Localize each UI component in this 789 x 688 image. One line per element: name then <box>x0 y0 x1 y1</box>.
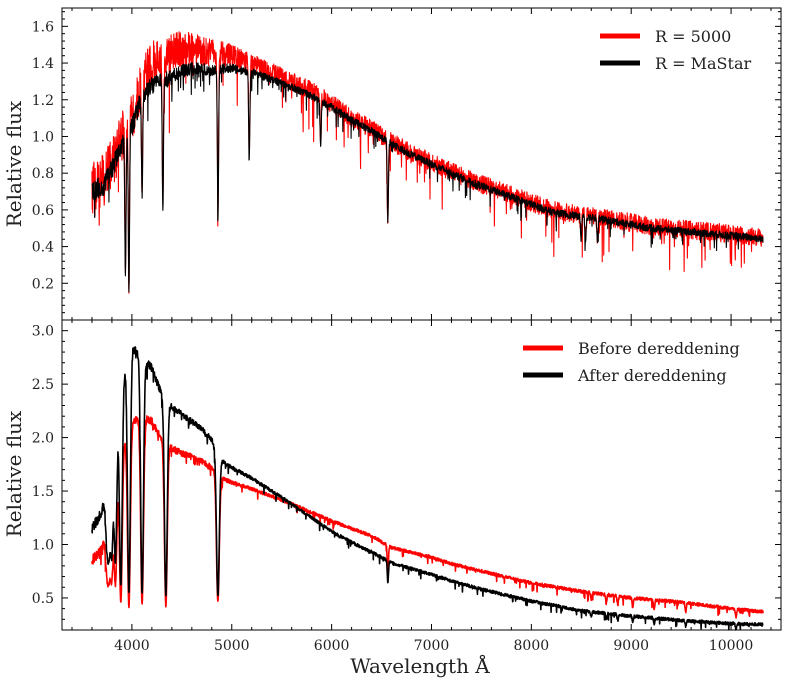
x-axis-label: Wavelength Å <box>350 653 490 678</box>
legend-label: After dereddening <box>577 366 727 385</box>
x-tick-label: 5000 <box>214 638 250 654</box>
y-tick-label: 3.0 <box>32 324 54 340</box>
y-tick-label: 0.6 <box>32 203 54 219</box>
legend: R = 5000 R = MaStar <box>600 27 751 73</box>
y-tick-label: 0.5 <box>32 591 54 607</box>
series-line-bottom-0 <box>91 415 764 619</box>
bottom-panel: 4000 5000 6000 7000 8000 9000 10000 0.5 1.0 1.5 2.… <box>32 319 782 654</box>
y-tick-label: 2.0 <box>32 431 54 447</box>
plot-frame <box>61 319 782 631</box>
legend-label: Before dereddening <box>578 339 740 358</box>
y-tick-label: 0.4 <box>32 240 54 256</box>
x-tick-label: 8000 <box>514 638 550 654</box>
y-tick-label: 1.0 <box>32 537 54 553</box>
series-line-top-1 <box>91 62 764 293</box>
series-line-top-0 <box>91 31 764 294</box>
legend: Before dereddening After dereddening <box>523 339 740 385</box>
legend-label: R = 5000 <box>655 27 731 46</box>
series-line-bottom-1 <box>91 346 764 631</box>
x-tick-label: 7000 <box>414 638 450 654</box>
y-tick-label: 1.0 <box>32 129 54 145</box>
y-tick-label: 0.2 <box>32 276 54 292</box>
y-tick-label: 2.5 <box>32 377 54 393</box>
top-ylabel: Relative flux <box>2 100 26 227</box>
x-tick-label: 10000 <box>709 638 754 654</box>
legend-label: R = MaStar <box>655 54 751 73</box>
y-tick-label: 1.5 <box>32 484 54 500</box>
x-tick-label: 4000 <box>114 638 150 654</box>
bottom-ylabel: Relative flux <box>2 410 26 537</box>
top-panel: 0.2 0.4 0.6 0.8 1.0 1.2 1.4 1.6 R = 5000 R = MaSt… <box>32 7 782 321</box>
x-tick-label: 9000 <box>613 638 649 654</box>
y-tick-label: 1.2 <box>32 93 54 109</box>
y-tick-label: 1.6 <box>32 19 54 35</box>
x-tick-label: 6000 <box>314 638 350 654</box>
y-tick-label: 1.4 <box>32 56 54 72</box>
y-tick-label: 0.8 <box>32 166 54 182</box>
